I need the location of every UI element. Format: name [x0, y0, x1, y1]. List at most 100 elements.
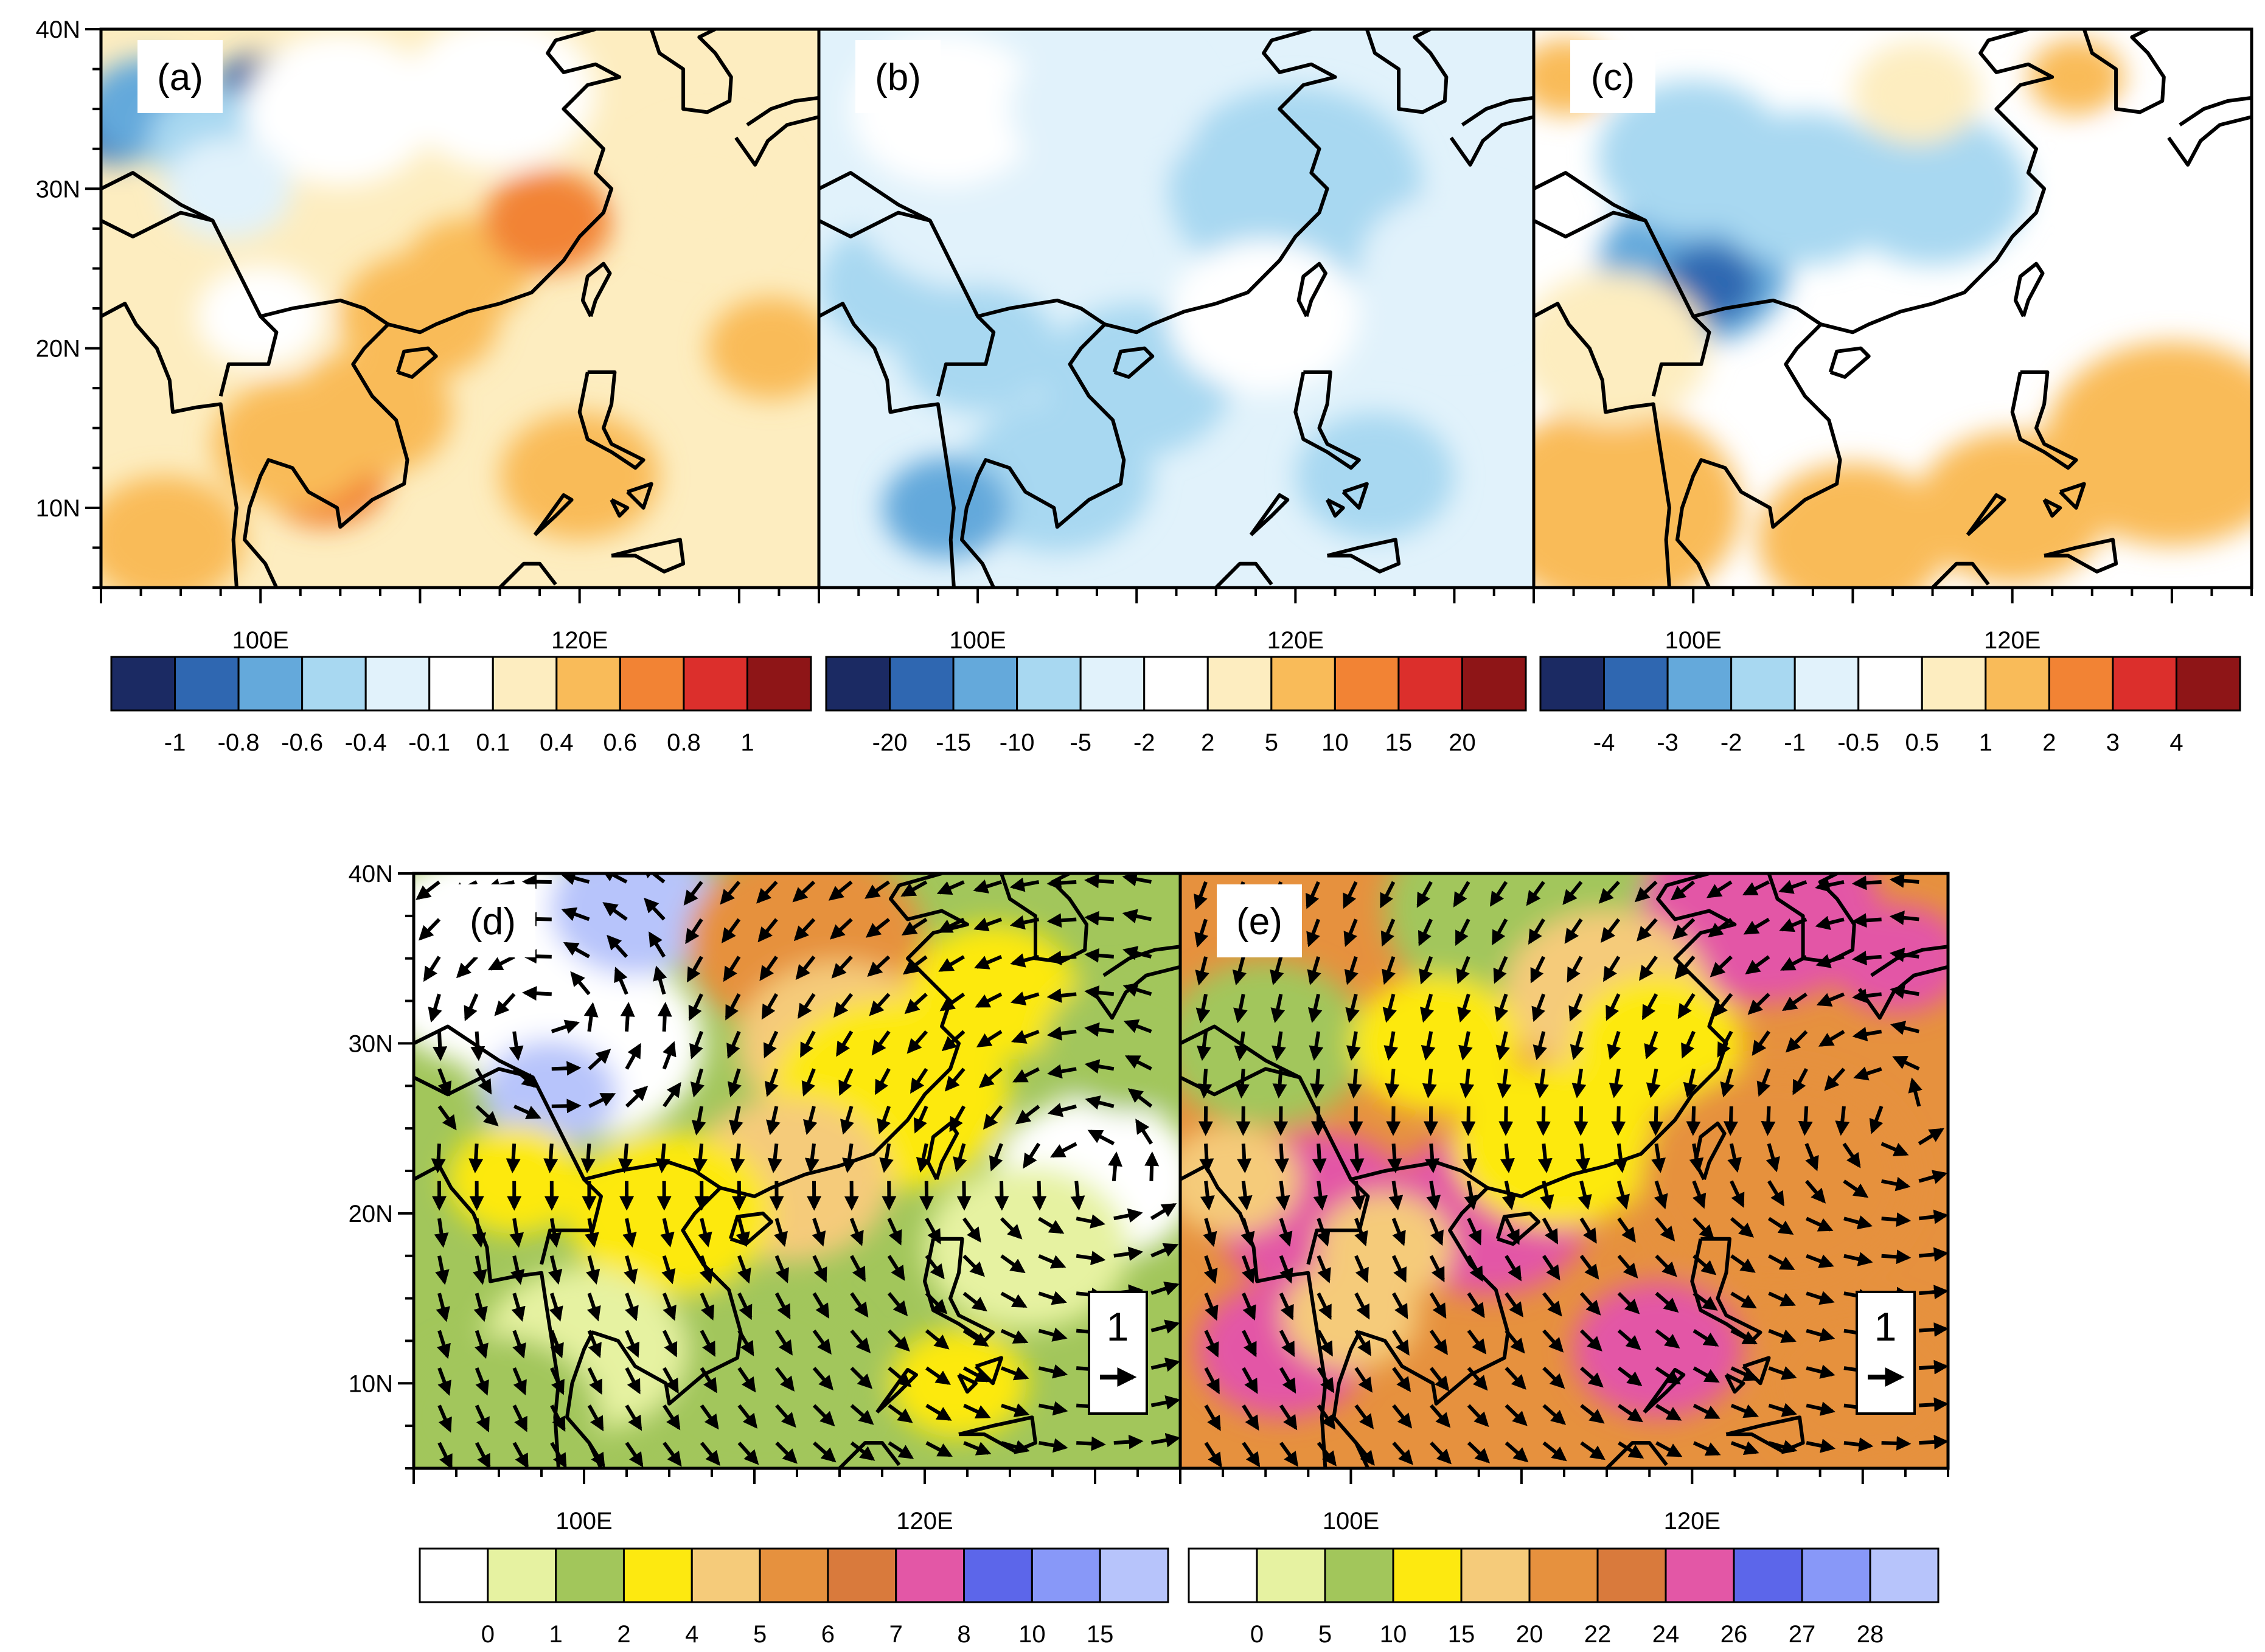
coast-segment [2167, 115, 2252, 167]
wind-vector [1012, 1067, 1040, 1083]
wind-vector [1456, 956, 1470, 985]
coast-segment [1249, 493, 1290, 536]
coast-segment [2044, 538, 2118, 574]
axis-ticks [85, 28, 820, 603]
wind-vector [1387, 1144, 1402, 1173]
wind-vector [764, 1030, 779, 1059]
wind-vector [437, 1442, 453, 1468]
wind-vector [1761, 1106, 1776, 1136]
wind-vector [1307, 993, 1323, 1023]
wind-vector [1785, 1030, 1808, 1053]
wind-vector [1049, 1142, 1077, 1158]
coast-segment [2059, 482, 2086, 510]
wind-vector [435, 1255, 450, 1285]
wind-vector [1272, 1069, 1287, 1098]
colorbar-swatch [1397, 656, 1463, 712]
wind-vector [869, 993, 891, 1016]
colorbar-swatch [1857, 656, 1923, 712]
colorbar-swatch [1528, 1547, 1599, 1603]
coast-segment [218, 314, 279, 397]
wind-vector [625, 1367, 641, 1395]
wind-vector [1242, 1293, 1256, 1321]
wind-vector [1237, 1144, 1252, 1174]
panel-c: (c) 100E 120E -4 -3 -2 -1 -0.5 0.5 1 2 3 4 [1532, 27, 2253, 756]
wind-vector [1542, 1255, 1560, 1281]
field-anomaly-blob [2028, 38, 2124, 116]
wind-vector [721, 918, 741, 943]
wind-vector [419, 918, 441, 941]
wind-vector [877, 1105, 891, 1134]
wind-vector [1536, 1106, 1551, 1136]
colorbar-label: 5 [1318, 1621, 1332, 1648]
wind-vector [1279, 1442, 1299, 1467]
wind-vector [690, 1068, 705, 1098]
colorbar-label: 4 [2169, 729, 2183, 756]
wind-vector [456, 955, 478, 979]
wind-vector [1530, 956, 1546, 984]
lat-tick-label: 30N [349, 1030, 393, 1057]
coast-segment [734, 115, 819, 167]
wind-vector [1655, 1366, 1682, 1385]
field-anomaly-blob [1837, 112, 2028, 266]
field-anomaly-blob [882, 457, 1010, 559]
colorbar-swatch [963, 1547, 1033, 1603]
wind-vector [1768, 1291, 1796, 1307]
wind-vector [1000, 1328, 1029, 1344]
wind-vector [1464, 1181, 1479, 1210]
wind-vector [1766, 1143, 1780, 1173]
wind-vector [618, 1144, 633, 1173]
wind-vector [1312, 1144, 1327, 1173]
wind-vector [547, 1218, 562, 1248]
wind-vector [1617, 1366, 1643, 1386]
wind-vector [1918, 1209, 1948, 1224]
wind-vector [561, 907, 590, 921]
field-b [819, 29, 1534, 588]
wind-vector [1497, 1068, 1512, 1098]
wind-vector [522, 986, 552, 1001]
wind-vector [974, 955, 1003, 970]
wind-vector [1655, 1404, 1682, 1421]
wind-vector [925, 1292, 948, 1314]
wind-vector [1600, 918, 1621, 943]
colorbar-swatch [622, 1547, 693, 1603]
wind-vector [1730, 1254, 1756, 1273]
wind-vector [1693, 1366, 1720, 1383]
wind-vector [1730, 1366, 1759, 1381]
reference-vector-box [1856, 1291, 1916, 1415]
coast-segment [958, 1415, 1037, 1454]
wind-vector [1343, 918, 1358, 947]
wind-vector [653, 965, 667, 995]
wind-vector [614, 967, 628, 995]
reference-vector-box [1088, 1291, 1148, 1415]
wind-vector [1655, 1441, 1683, 1457]
wind-vector [437, 1367, 451, 1396]
colorbar-label: 26 [1720, 1621, 1748, 1648]
wind-vector [586, 1293, 601, 1322]
wind-vector [1815, 915, 1845, 931]
wind-vector [1000, 1217, 1023, 1240]
wind-vector [1313, 1181, 1328, 1211]
wind-vector [1455, 918, 1470, 946]
colorbar-b: -20 -15 -10 -5 -2 2 5 10 15 20 [825, 656, 1527, 756]
field-anomaly-blob [292, 348, 452, 476]
colorbar-swatch [1603, 656, 1669, 712]
wind-vector [1889, 873, 1919, 888]
coast-segment [1326, 538, 1401, 574]
colorbar-label: 28 [1857, 1621, 1884, 1648]
wind-vector [1806, 1439, 1836, 1453]
wind-vector [1382, 956, 1396, 985]
wind-vector [700, 1330, 716, 1357]
colorbar-swatch [1016, 656, 1082, 712]
wind-vector [437, 1068, 452, 1097]
wind-vector [1307, 956, 1321, 985]
colorbar-label: 2 [2042, 729, 2056, 756]
coastline [1534, 29, 2252, 588]
wind-vector [1423, 1106, 1438, 1136]
wind-vector [1578, 1181, 1592, 1210]
wind-vector [850, 1367, 873, 1389]
coast-segment [1725, 1415, 1805, 1454]
colorbar-label: 15 [1448, 1621, 1475, 1648]
wind-vector [1919, 1285, 1948, 1300]
colorbar-swatch [487, 1547, 557, 1603]
wind-vector [973, 879, 1002, 894]
